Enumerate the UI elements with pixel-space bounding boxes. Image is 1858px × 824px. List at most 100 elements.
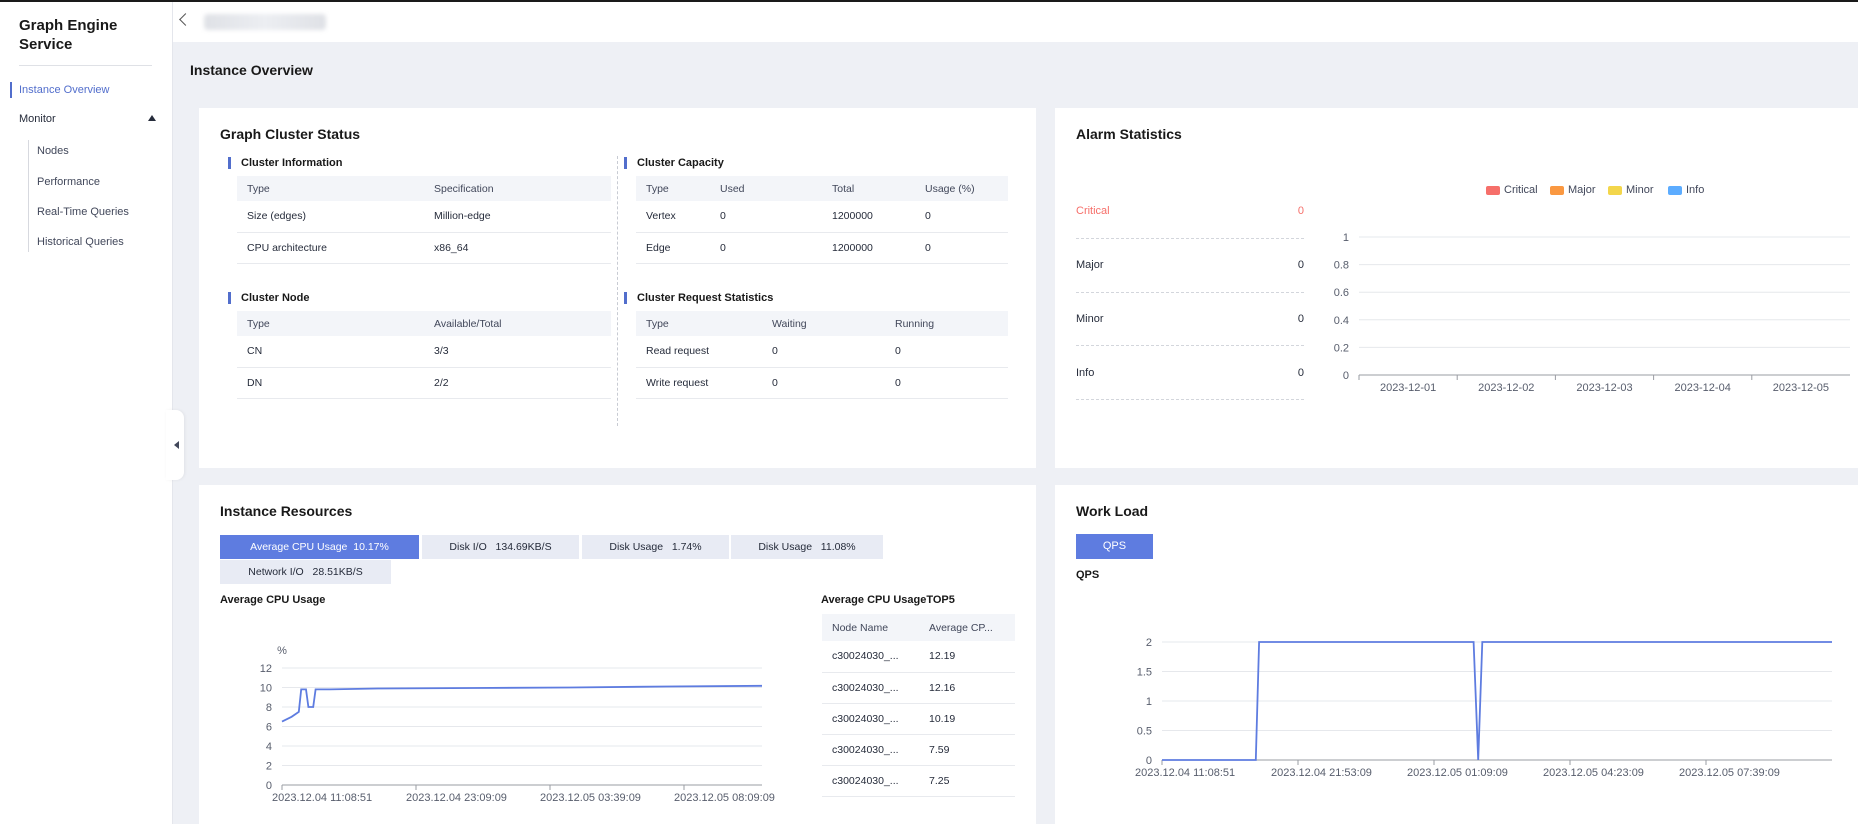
top5-title: Average CPU UsageTOP5 (821, 594, 955, 606)
alarm-statistics-card (1055, 108, 1858, 468)
divider (1076, 292, 1304, 293)
cluster-node-title: Cluster Node (228, 292, 309, 304)
legend-major[interactable]: Major (1550, 184, 1596, 196)
series-line (281, 684, 763, 723)
table-cell: 0 (915, 232, 1008, 264)
legend-minor[interactable]: Minor (1608, 184, 1654, 196)
table-cell: c30024030_... (822, 703, 919, 735)
instance-resources-title: Instance Resources (220, 503, 353, 519)
table-cell: Size (edges) (237, 201, 424, 233)
tab-average-cpu-usage[interactable]: Average CPU Usage 10.17% (220, 535, 419, 559)
alarm-row-major: Major 0 (1076, 259, 1304, 279)
brand-title: Graph Engine Service (19, 17, 118, 53)
table-cell: CPU architecture (237, 232, 424, 264)
x-tick-label: 2023.12.05 03:39:09 (540, 792, 641, 804)
x-tick-label: 2023.12.05 07:39:09 (1679, 767, 1780, 779)
top5-table: Node Name Average CP... c30024030_... 12.1… (822, 614, 1015, 797)
table-row: DN 2/2 (237, 367, 611, 399)
cluster-information-title: Cluster Information (228, 157, 342, 169)
legend-swatch (1550, 185, 1564, 195)
x-tick-label: 2023-12-03 (1576, 382, 1632, 394)
y-tick-label: 8 (266, 702, 272, 714)
divider (1076, 238, 1304, 239)
sidebar-item-performance[interactable]: Performance (37, 176, 100, 188)
alarm-label: Major (1076, 259, 1104, 271)
y-tick-label: 0.5 (1137, 726, 1152, 738)
tab-disk-usage-1[interactable]: Disk Usage 1.74% (582, 535, 729, 559)
top-bar (173, 2, 1858, 42)
sidebar-item-instance-overview[interactable]: Instance Overview (10, 82, 109, 98)
table-cell: 0 (710, 201, 822, 233)
legend-critical[interactable]: Critical (1486, 184, 1538, 196)
column-header: Running (885, 311, 1008, 336)
qps-chart: 0 0.5 1 1.5 2 2023.12.04 11:08:51 2023.12.04 2… (1135, 637, 1832, 779)
table-cell: 3/3 (424, 336, 611, 368)
y-tick-label: 1 (1343, 232, 1349, 244)
alarm-label: Minor (1076, 313, 1104, 325)
instance-name-redacted (204, 14, 326, 30)
x-tick-label: 2023.12.04 23:09:09 (406, 792, 507, 804)
table-cell: c30024030_... (822, 641, 919, 673)
y-tick-label: 1 (1146, 696, 1152, 708)
tab-label: Disk I/O (449, 541, 487, 553)
x-tick-label: 2023-12-01 (1380, 382, 1436, 394)
section-divider (617, 156, 618, 426)
column-header: Type (636, 311, 762, 336)
table-cell: 0 (915, 201, 1008, 233)
tab-disk-io[interactable]: Disk I/O 134.69KB/S (422, 535, 579, 559)
tab-disk-usage-2[interactable]: Disk Usage 11.08% (731, 535, 883, 559)
table-row: Write request 0 0 (636, 367, 1008, 399)
table-cell: Read request (636, 336, 762, 368)
table-cell: 0 (885, 367, 1008, 399)
cluster-status-title: Graph Cluster Status (220, 126, 361, 142)
legend-label: Major (1568, 184, 1596, 196)
table-cell: 0 (762, 367, 885, 399)
table-row: Edge 0 1200000 0 (636, 232, 1008, 264)
tab-network-io[interactable]: Network I/O 28.51KB/S (220, 560, 391, 584)
table-row: Size (edges) Million-edge (237, 201, 611, 233)
divider (1076, 399, 1304, 400)
sidebar-item-monitor[interactable]: Monitor (19, 113, 56, 125)
column-header: Available/Total (424, 311, 611, 336)
tab-label: Disk Usage (609, 541, 664, 553)
alarm-count: 0 (1297, 259, 1304, 271)
x-tick-label: 2023.12.04 11:08:51 (1135, 767, 1235, 779)
chevron-left-icon[interactable] (174, 441, 179, 449)
legend-info[interactable]: Info (1668, 184, 1704, 196)
table-cell: Write request (636, 367, 762, 399)
table-cell: c30024030_... (822, 672, 919, 704)
alarm-row-critical: Critical 0 (1076, 205, 1304, 225)
x-tick-label: 2023-12-05 (1773, 382, 1829, 394)
x-tick-label: 2023-12-04 (1675, 382, 1731, 394)
tab-label: Disk Usage (758, 541, 813, 553)
alarm-count: 0 (1297, 313, 1304, 325)
legend-swatch (1608, 185, 1622, 195)
table-cell: x86_64 (424, 232, 611, 264)
y-tick-label: 12 (260, 663, 272, 675)
table-row: c30024030_... 10.19 (822, 703, 1015, 735)
tab-value: 1.74% (671, 541, 702, 553)
table-row: c30024030_... 7.59 (822, 734, 1015, 766)
table-cell: Million-edge (424, 201, 611, 233)
table-cell: Vertex (636, 201, 710, 233)
legend-label: Critical (1504, 184, 1538, 196)
column-header: Type (237, 176, 424, 201)
sidebar (0, 2, 173, 824)
page-title: Instance Overview (190, 62, 313, 78)
caret-up-icon[interactable] (148, 115, 156, 121)
qps-button[interactable]: QPS (1076, 534, 1153, 559)
x-tick-label: 2023.12.04 11:08:51 (272, 792, 372, 804)
sidebar-item-real-time-queries[interactable]: Real-Time Queries (37, 206, 129, 218)
table-row: c30024030_... 12.19 (822, 641, 1015, 673)
table-row: Read request 0 0 (636, 336, 1008, 368)
table-cell: Edge (636, 232, 710, 264)
cluster-capacity-table: Type Used Total Usage (%) Vertex 0 1200000 0 E… (636, 176, 1008, 264)
table-cell: DN (237, 367, 424, 399)
column-header: Specification (424, 176, 611, 201)
sidebar-item-nodes[interactable]: Nodes (37, 145, 69, 157)
alarm-statistics-chart: 0 0.2 0.4 0.6 0.8 1 2023-12-01 2023-12-02 2023-1… (1334, 232, 1850, 394)
table-row: CPU architecture x86_64 (237, 232, 611, 264)
tab-value: 28.51KB/S (312, 566, 363, 578)
y-tick-label: 1.5 (1137, 667, 1152, 679)
sidebar-item-historical-queries[interactable]: Historical Queries (37, 236, 124, 248)
